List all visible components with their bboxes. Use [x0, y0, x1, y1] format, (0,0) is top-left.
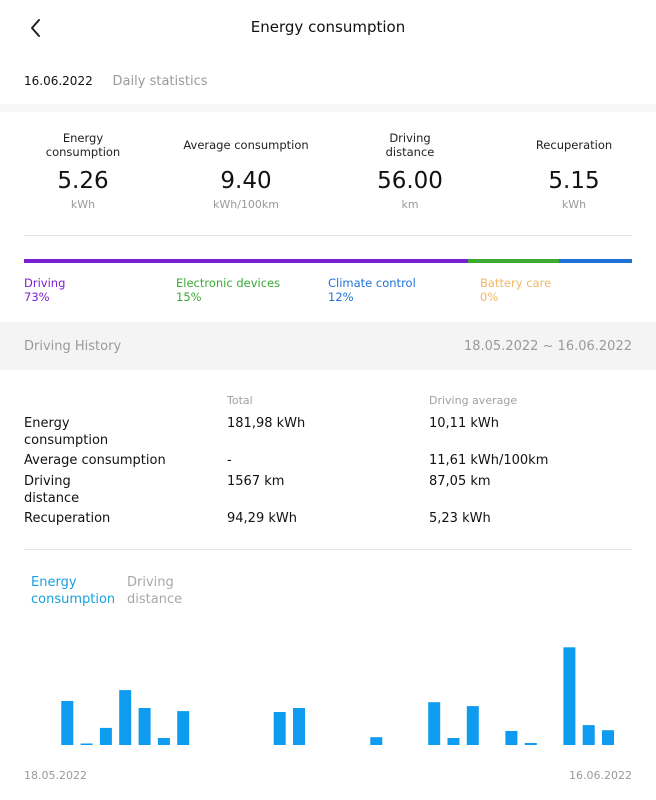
back-button[interactable] — [26, 16, 46, 40]
chart-bar-09.06[interactable] — [466, 706, 479, 745]
stat-unit: km — [401, 198, 419, 211]
stat-unit: kWh — [70, 198, 96, 211]
driving-history-range: 18.05.2022 ~ 16.06.2022 — [463, 339, 632, 354]
daily-date-row: 16.06.2022 Daily statistics — [24, 74, 208, 89]
stat-driving-distance: Driving distance 56.00 km — [335, 130, 485, 211]
x-axis-end-label: 16.06.2022 — [569, 769, 632, 782]
row-total: - — [227, 453, 232, 468]
stat-label: Energy consumption — [45, 131, 121, 159]
row-average: 87,05 km — [429, 474, 491, 489]
driving-history-header: Driving History 18.05.2022 ~ 16.06.2022 — [0, 322, 656, 370]
driving-history-title: Driving History — [24, 339, 122, 354]
row-average: 11,61 kWh/100km — [429, 453, 549, 468]
stat-value: 5.15 — [548, 168, 600, 194]
legend-driving: Driving 73% — [24, 276, 65, 304]
legend-label: Electronic devices — [176, 276, 281, 290]
row-average: 5,23 kWh — [429, 511, 491, 526]
chart-bar-24.05[interactable] — [157, 738, 170, 745]
chart-bar-07.06[interactable] — [428, 702, 441, 745]
legend-climate-control: Climate control 12% — [328, 276, 416, 304]
row-total: 94,29 kWh — [227, 511, 297, 526]
chevron-left-icon — [31, 19, 40, 37]
chart-bar-22.05[interactable] — [119, 690, 132, 745]
chart-bar-14.06[interactable] — [563, 647, 576, 745]
chart-bar-11.06[interactable] — [505, 731, 518, 745]
row-label: Average consumption — [24, 453, 166, 468]
chart-bar-15.06[interactable] — [582, 725, 595, 745]
row-total: 181,98 kWh — [227, 416, 306, 431]
stat-value: 56.00 — [377, 168, 443, 194]
stat-label: Average consumption — [183, 138, 309, 152]
row-label: Recuperation — [24, 511, 111, 526]
chart-bar-04.06[interactable] — [370, 737, 383, 745]
stat-unit: kWh/100km — [212, 198, 279, 211]
stat-value: 5.26 — [57, 168, 109, 194]
legend-label: Climate control — [328, 276, 416, 290]
chart-bar-23.05[interactable] — [138, 708, 151, 745]
legend-label: Driving — [24, 276, 66, 290]
chart-bar-25.05[interactable] — [177, 711, 190, 745]
divider — [24, 549, 632, 550]
consumption-breakdown-bar — [24, 259, 632, 263]
legend-label: Battery care — [480, 276, 552, 290]
page-title: Energy consumption — [250, 18, 406, 36]
chart-bar-21.05[interactable] — [99, 727, 112, 745]
stat-recuperation: Recuperation 5.15 kWh — [499, 130, 649, 211]
stat-energy-consumption: Energy consumption 5.26 kWh — [8, 130, 158, 211]
legend-percent: 73% — [24, 290, 50, 304]
top-bar: Energy consumption — [0, 0, 656, 56]
column-header-average: Driving average — [429, 394, 518, 407]
tab-driving-distance[interactable]: Driving distance — [127, 575, 183, 607]
stat-label: Recuperation — [535, 138, 613, 152]
breakdown-segment — [467, 259, 560, 263]
row-average: 10,11 kWh — [429, 416, 499, 431]
stat-average-consumption: Average consumption 9.40 kWh/100km — [171, 130, 321, 211]
chart-bar-20.05[interactable] — [80, 743, 93, 746]
stat-value: 9.40 — [220, 168, 272, 194]
chart-bar-16.06[interactable] — [602, 730, 614, 745]
chart-bar-19.05[interactable] — [61, 701, 74, 745]
stat-unit: kWh — [561, 198, 587, 211]
chart-bar-12.06[interactable] — [524, 743, 537, 745]
breakdown-segment — [559, 259, 632, 263]
chart-bar-08.06[interactable] — [447, 738, 460, 745]
legend-percent: 15% — [176, 290, 202, 304]
legend-percent: 12% — [328, 290, 354, 304]
divider — [24, 235, 632, 236]
breakdown-segment — [24, 259, 468, 263]
daily-stats: Energy consumption 5.26 kWh Average cons… — [0, 112, 656, 232]
energy-consumption-bar-chart — [61, 647, 614, 746]
tab-energy-consumption[interactable]: Energy consumption — [31, 575, 116, 607]
legend-battery-care: Battery care 0% — [480, 276, 551, 304]
chart-bar-31.05[interactable] — [293, 708, 305, 745]
row-label: Driving distance — [24, 474, 80, 506]
stat-label: Driving distance — [385, 131, 435, 159]
x-axis-start-label: 18.05.2022 — [24, 769, 87, 782]
daily-date: 16.06.2022 — [24, 74, 93, 88]
section-divider — [0, 104, 656, 112]
legend-electronic-devices: Electronic devices 15% — [176, 276, 280, 304]
daily-statistics-label: Daily statistics — [112, 74, 208, 89]
row-total: 1567 km — [227, 474, 285, 489]
chart-bar-30.05[interactable] — [273, 712, 286, 745]
legend-percent: 0% — [480, 290, 499, 304]
column-header-total: Total — [227, 394, 253, 407]
row-label: Energy consumption — [24, 416, 109, 448]
